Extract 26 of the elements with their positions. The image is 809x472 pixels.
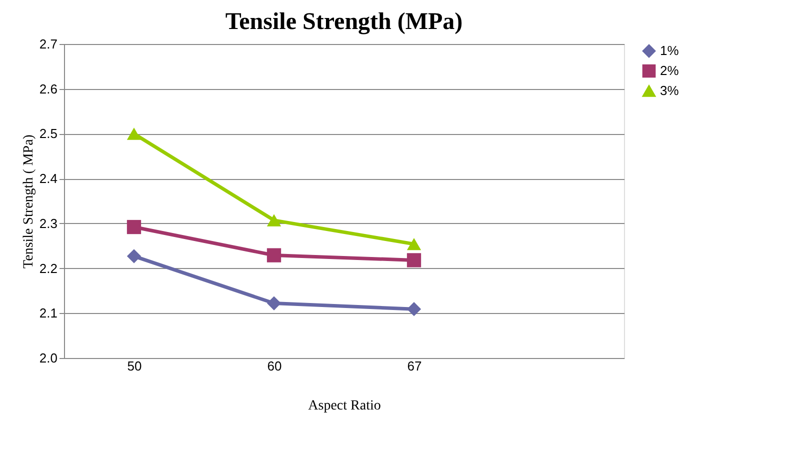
y-tick-label: 2.2 <box>39 260 58 276</box>
point <box>406 238 422 250</box>
x-tick-label: 67 <box>407 358 422 374</box>
y-axis-title: Tensile Strength ( MPa) <box>21 134 36 268</box>
y-tick-label: 2.7 <box>39 36 58 52</box>
y-tick-label: 2.6 <box>39 81 58 96</box>
point <box>406 302 422 316</box>
y-tick-label: 2.5 <box>39 126 58 142</box>
point <box>266 248 282 262</box>
x-axis-title: Aspect Ratio <box>308 398 381 414</box>
point <box>266 214 282 226</box>
y-tick-label: 2.3 <box>39 216 58 231</box>
point <box>126 249 142 264</box>
legend-label: 2% <box>660 63 680 78</box>
y-tick-label: 2.1 <box>39 306 58 321</box>
y-tick-label: 2.0 <box>39 350 58 366</box>
point <box>266 296 282 310</box>
point <box>126 220 142 234</box>
y-tick-label: 2.4 <box>39 171 58 186</box>
point <box>406 253 422 268</box>
chart-title: Tensile Strength (MPa) <box>225 9 463 35</box>
x-tick-label: 50 <box>127 358 142 374</box>
point <box>126 128 142 140</box>
legend-label: 3% <box>660 83 680 98</box>
x-tick-label: 60 <box>267 358 282 374</box>
legend-label: 1% <box>660 43 680 58</box>
